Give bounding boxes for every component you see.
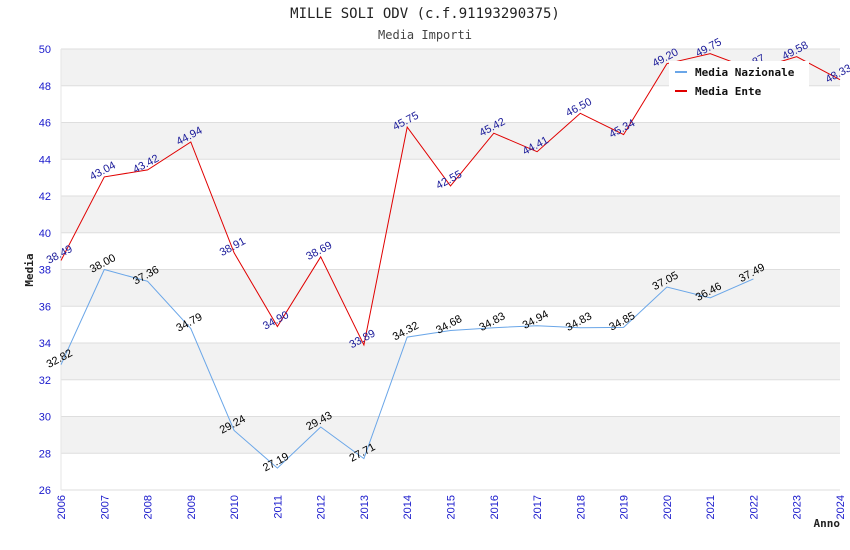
data-label: 27.19 xyxy=(261,451,291,475)
grid-band xyxy=(61,343,840,380)
x-tick-label: 2023 xyxy=(792,495,804,519)
x-tick-label: 2021 xyxy=(705,495,717,519)
y-tick-label: 50 xyxy=(39,44,51,56)
data-label: 38.49 xyxy=(45,243,75,267)
legend: Media Nazionale Media Ente xyxy=(669,61,809,103)
x-tick-label: 2015 xyxy=(446,495,458,519)
y-tick-label: 46 xyxy=(39,118,51,130)
data-label: 34.83 xyxy=(477,310,507,334)
series-line-0 xyxy=(60,268,754,469)
data-label: 34.90 xyxy=(261,309,291,333)
series-line-1 xyxy=(60,53,841,347)
x-tick-label: 2012 xyxy=(316,495,328,519)
y-tick-label: 40 xyxy=(39,228,51,240)
x-tick-label: 2024 xyxy=(835,495,847,519)
chart-subtitle: Media Importi xyxy=(378,28,472,42)
x-tick-label: 2010 xyxy=(229,495,241,519)
x-tick-label: 2009 xyxy=(186,495,198,519)
data-label: 34.68 xyxy=(434,313,464,337)
x-tick-label: 2017 xyxy=(532,495,544,519)
grid-band xyxy=(61,196,840,233)
y-tick-label: 30 xyxy=(39,412,51,424)
data-label: 46.50 xyxy=(564,96,594,120)
x-tick-label: 2020 xyxy=(662,495,674,519)
x-tick-label: 2011 xyxy=(272,495,284,519)
data-label: 34.83 xyxy=(564,310,594,334)
y-tick-label: 26 xyxy=(39,485,51,497)
grid-band xyxy=(61,122,840,160)
y-tick-label: 32 xyxy=(39,375,51,387)
x-tick-label: 2008 xyxy=(143,495,155,519)
x-tick-label: 2022 xyxy=(748,495,760,519)
x-tick-label: 2014 xyxy=(402,495,414,519)
data-label: 38.91 xyxy=(218,235,248,259)
x-tick-label: 2019 xyxy=(619,495,631,519)
y-tick-label: 42 xyxy=(39,191,51,203)
x-tick-label: 2018 xyxy=(575,495,587,519)
data-label: 34.94 xyxy=(521,308,551,332)
y-tick-label: 28 xyxy=(39,448,51,460)
grid-band xyxy=(61,269,840,307)
data-label: 34.79 xyxy=(174,311,204,335)
y-tick-label: 34 xyxy=(39,338,51,350)
x-tick-label: 2016 xyxy=(489,495,501,519)
grid-band xyxy=(61,416,840,454)
legend-box xyxy=(669,61,809,103)
data-label: 42.55 xyxy=(434,168,464,192)
x-tick-label: 2013 xyxy=(359,495,371,519)
y-tick-label: 36 xyxy=(39,301,51,313)
y-axis-label: Media xyxy=(23,253,36,286)
legend-label: Media Ente xyxy=(695,85,762,98)
x-tick-label: 2006 xyxy=(56,495,68,519)
y-tick-label: 48 xyxy=(39,81,51,93)
legend-label: Media Nazionale xyxy=(695,66,795,79)
data-label: 34.85 xyxy=(607,310,637,334)
y-tick-label: 38 xyxy=(39,265,51,277)
chart-title: MILLE SOLI ODV (c.f.91193290375) xyxy=(290,6,560,22)
x-axis-label: Anno xyxy=(814,517,841,530)
x-tick-label: 2007 xyxy=(99,495,111,519)
y-tick-label: 44 xyxy=(39,154,51,166)
